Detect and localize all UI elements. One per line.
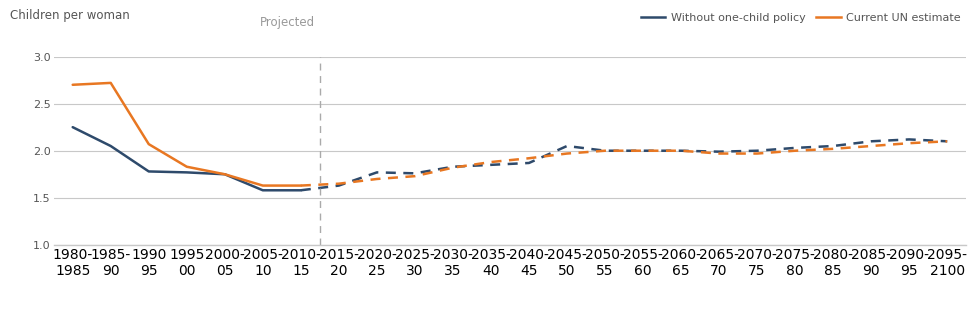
Text: Projected: Projected	[261, 16, 315, 29]
Legend: Without one-child policy, Current UN estimate: Without one-child policy, Current UN est…	[636, 9, 965, 28]
Text: Children per woman: Children per woman	[10, 9, 130, 22]
